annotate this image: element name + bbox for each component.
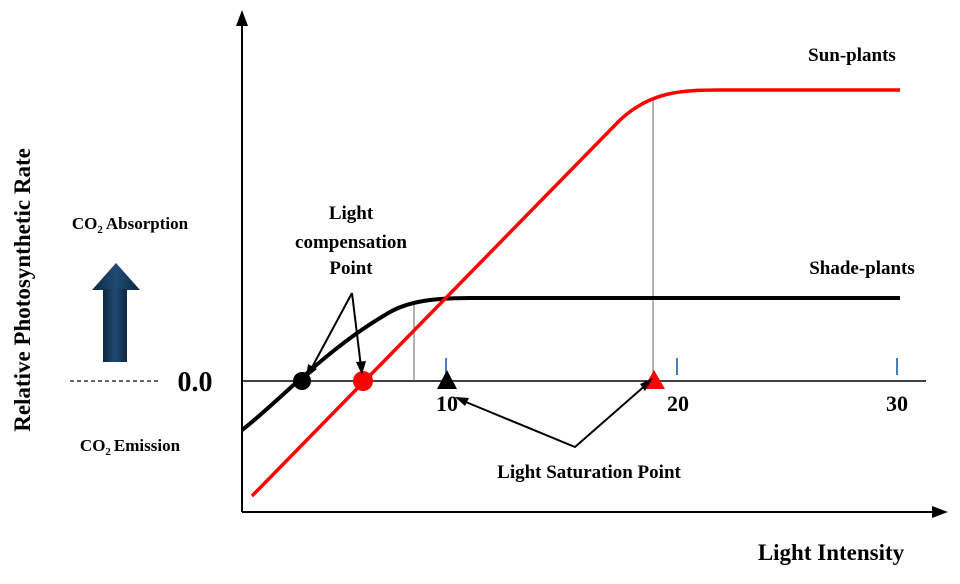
y-axis-arrowhead — [236, 10, 248, 26]
x-axis-arrowhead — [932, 506, 948, 518]
shade-plants-curve — [240, 296, 900, 432]
saturation-annotation: Light Saturation Point — [455, 378, 682, 483]
tick-label-10: 10 — [436, 391, 458, 416]
compensation-pointer-right — [351, 292, 362, 368]
saturation-label: Light Saturation Point — [497, 462, 681, 483]
shade-plants-label: Shade-plants — [809, 258, 915, 279]
x-ticks: 10 20 30 — [436, 358, 908, 416]
sun-plants-label: Sun-plants — [808, 45, 896, 66]
co2-absorption-label: CO2 Absorption — [72, 214, 189, 236]
saturation-pointer — [460, 382, 649, 449]
compensation-label-line3: Point — [329, 258, 373, 279]
compensation-label-line2: compensation — [295, 232, 407, 253]
compensation-annotation: Light compensation Point — [295, 203, 407, 378]
x-axis-label: Light Intensity — [758, 540, 905, 565]
tick-label-30: 30 — [886, 391, 908, 416]
saturation-arrowhead-left — [455, 397, 469, 406]
sun-compensation-marker — [353, 371, 373, 391]
compensation-arrowhead-left — [306, 364, 317, 378]
co2-emission-label: CO2 Emission — [80, 436, 181, 458]
y-axis-label: Relative Photosynthetic Rate — [10, 148, 35, 432]
compensation-label-line1: Light — [329, 203, 374, 224]
absorption-arrow-icon — [92, 263, 140, 362]
saturation-arrowhead-right — [640, 378, 653, 391]
zero-label: 0.0 — [178, 367, 213, 398]
shade-saturation-marker — [437, 370, 457, 389]
compensation-pointer-left — [309, 292, 353, 372]
sun-plants-curve — [250, 88, 900, 498]
tick-label-20: 20 — [667, 391, 689, 416]
compensation-arrowhead-right — [356, 361, 366, 375]
